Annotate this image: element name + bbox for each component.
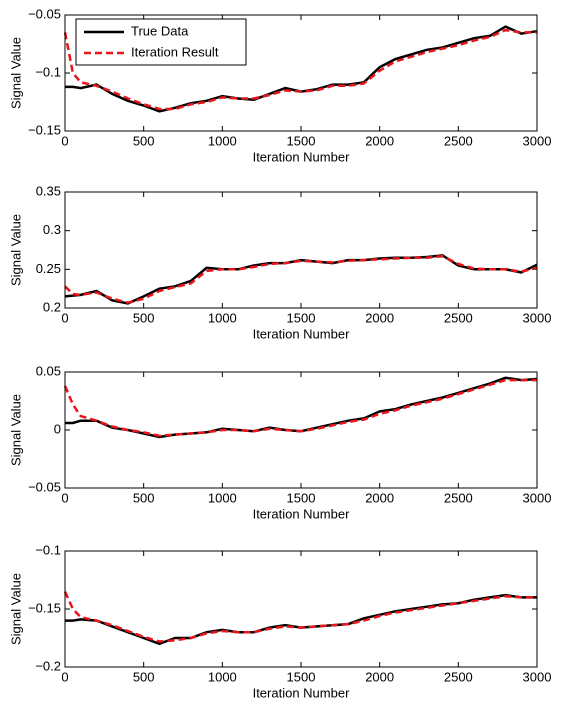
x-tick-label: 1000 bbox=[208, 133, 237, 148]
y-axis-label: Signal Value bbox=[8, 573, 23, 645]
series-line bbox=[65, 376, 538, 439]
series-line bbox=[63, 591, 537, 643]
legend-label: True Data bbox=[131, 23, 189, 38]
x-tick-label: 0 bbox=[61, 310, 68, 325]
x-tick-label: 1000 bbox=[208, 490, 237, 505]
y-axis-label: Signal Value bbox=[8, 37, 23, 109]
axes-box bbox=[64, 550, 538, 668]
x-tick-label: 2500 bbox=[444, 133, 473, 148]
x-axis-label: Iteration Number bbox=[253, 506, 350, 521]
x-axis-label: Iteration Number bbox=[253, 149, 350, 164]
y-tick-label: −0.15 bbox=[28, 600, 61, 615]
y-axis-label: Signal Value bbox=[8, 394, 23, 466]
x-tick-label: 0 bbox=[61, 133, 68, 148]
x-tick-label: 500 bbox=[133, 669, 155, 684]
y-tick-label: 0.05 bbox=[36, 363, 61, 378]
y-tick-label: 0.2 bbox=[43, 299, 61, 314]
series-line bbox=[65, 25, 538, 113]
x-tick-label: 1500 bbox=[287, 490, 316, 505]
x-tick-label: 2000 bbox=[365, 490, 394, 505]
y-tick-label: 0.3 bbox=[43, 222, 61, 237]
axes-box bbox=[64, 14, 538, 132]
x-tick-label: 2500 bbox=[444, 490, 473, 505]
y-axis-label: Signal Value bbox=[8, 214, 23, 286]
x-tick-label: 2500 bbox=[444, 669, 473, 684]
legend-box bbox=[75, 18, 247, 66]
y-tick-label: −0.2 bbox=[35, 658, 61, 673]
y-tick-label: −0.05 bbox=[28, 479, 61, 494]
x-tick-label: 3000 bbox=[523, 310, 552, 325]
x-tick-label: 3000 bbox=[523, 669, 552, 684]
y-tick-label: −0.1 bbox=[35, 542, 61, 557]
x-tick-label: 0 bbox=[61, 669, 68, 684]
y-tick-label: 0.25 bbox=[36, 261, 61, 276]
axes-box bbox=[64, 371, 538, 489]
x-tick-label: 500 bbox=[133, 133, 155, 148]
legend-label: Iteration Result bbox=[131, 44, 219, 59]
series-line bbox=[64, 254, 538, 304]
x-axis-label: Iteration Number bbox=[253, 685, 350, 700]
y-tick-label: 0.35 bbox=[36, 183, 61, 198]
x-tick-label: 1000 bbox=[208, 669, 237, 684]
x-axis-label: Iteration Number bbox=[253, 326, 350, 341]
y-tick-label: −0.05 bbox=[28, 6, 61, 21]
y-tick-label: −0.1 bbox=[35, 64, 61, 79]
x-tick-label: 1500 bbox=[287, 310, 316, 325]
series-line bbox=[64, 254, 538, 305]
x-tick-label: 500 bbox=[133, 310, 155, 325]
x-tick-label: 2500 bbox=[444, 310, 473, 325]
y-tick-label: 0 bbox=[54, 421, 61, 436]
x-tick-label: 2000 bbox=[365, 669, 394, 684]
x-tick-label: 500 bbox=[133, 490, 155, 505]
series-line bbox=[63, 378, 537, 438]
x-tick-label: 3000 bbox=[523, 490, 552, 505]
x-tick-label: 1000 bbox=[208, 310, 237, 325]
x-tick-label: 0 bbox=[61, 490, 68, 505]
x-tick-label: 2000 bbox=[365, 133, 394, 148]
axes-box bbox=[64, 191, 538, 309]
x-tick-label: 2000 bbox=[365, 310, 394, 325]
y-tick-label: −0.15 bbox=[28, 122, 61, 137]
x-tick-label: 1500 bbox=[287, 133, 316, 148]
x-tick-label: 3000 bbox=[523, 133, 552, 148]
series-line bbox=[63, 28, 537, 111]
x-tick-label: 1500 bbox=[287, 669, 316, 684]
